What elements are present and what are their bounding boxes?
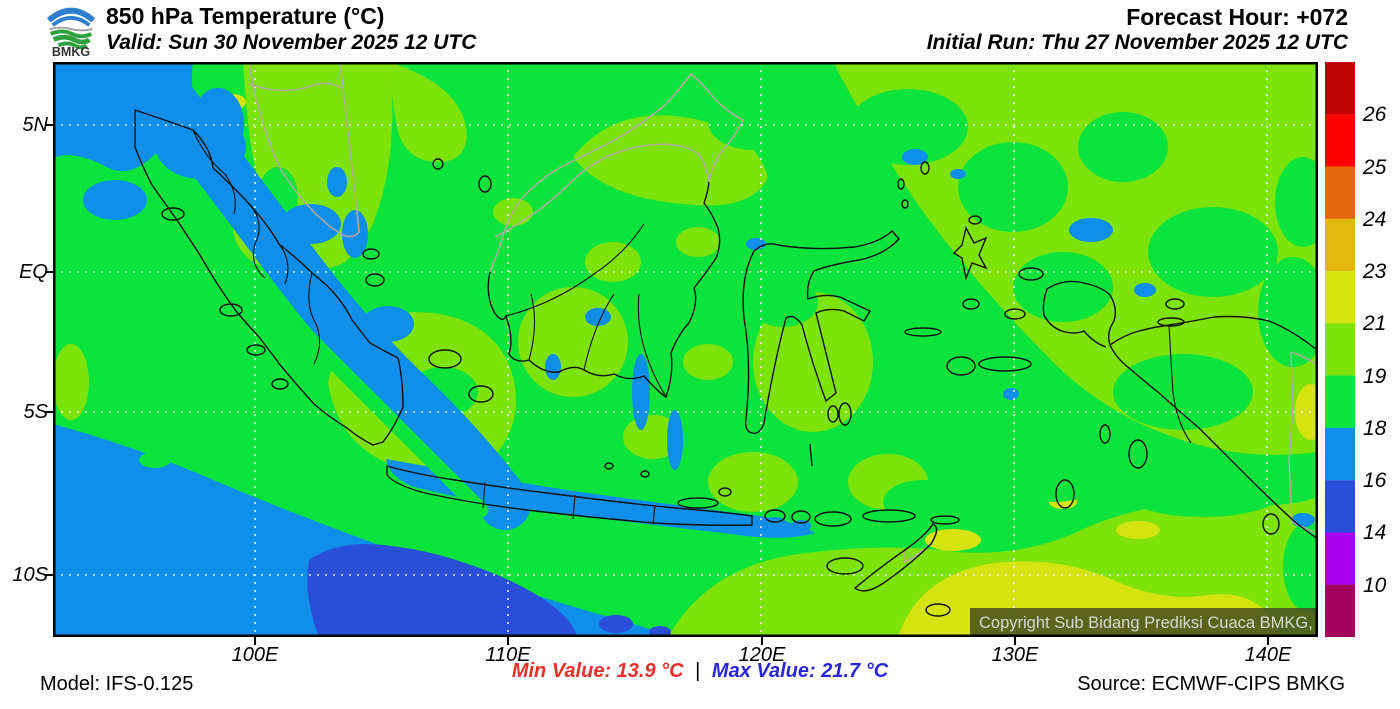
page-title: 850 hPa Temperature (°C) <box>106 3 385 29</box>
svg-text:23: 23 <box>1362 260 1387 283</box>
lon-tick <box>1014 637 1016 645</box>
temperature-map: Copyright Sub Bidang Prediksi Cuaca BMKG… <box>53 62 1318 637</box>
copyright-box: Copyright Sub Bidang Prediksi Cuaca BMKG… <box>970 608 1318 636</box>
field-darkblue-regions <box>307 544 671 637</box>
graticule <box>53 62 1318 637</box>
svg-text:21: 21 <box>1362 312 1386 335</box>
bmkg-logo: BMKG <box>42 2 100 57</box>
coastlines <box>134 109 1318 617</box>
lat-label-10s: 10S <box>12 564 48 586</box>
lon-label-110e: 110E <box>485 644 531 666</box>
colorbar-labels: 26 25 24 23 21 19 18 16 14 10 <box>1362 103 1387 597</box>
valid-time-label: Valid: Sun 30 November 2025 12 UTC <box>106 31 477 54</box>
bmkg-logo-text: BMKG <box>52 45 90 57</box>
source-label: Source: ECMWF-CIPS BMKG <box>1077 673 1345 695</box>
foreign-borders <box>248 62 1318 564</box>
lon-label-100e: 100E <box>231 644 279 666</box>
svg-text:24: 24 <box>1362 208 1386 231</box>
max-value-label: Max Value: 21.7 °C <box>711 660 889 682</box>
lon-label-140e: 140E <box>1244 644 1292 666</box>
svg-text:26: 26 <box>1362 103 1387 126</box>
lat-label-5s: 5S <box>23 401 48 423</box>
copyright-text: Copyright Sub Bidang Prediksi Cuaca BMKG… <box>979 614 1318 632</box>
lon-label-130e: 130E <box>991 644 1039 666</box>
svg-text:14: 14 <box>1363 521 1386 544</box>
initial-run-label: Initial Run: Thu 27 November 2025 12 UTC <box>926 31 1348 54</box>
lat-label-eq: EQ <box>19 261 48 283</box>
minmax-line: Min Value: 13.9 °C | Max Value: 21.7 °C <box>0 660 1400 683</box>
svg-text:16: 16 <box>1363 469 1387 492</box>
lat-tick <box>45 124 53 126</box>
lat-tick <box>45 411 53 413</box>
svg-text:10: 10 <box>1363 574 1387 597</box>
colorbar: 26 25 24 23 21 19 18 16 14 10 <box>1325 62 1400 638</box>
forecast-hour-label: Forecast Hour: +072 <box>1126 4 1348 30</box>
lon-tick <box>761 637 763 645</box>
lon-tick <box>507 637 509 645</box>
minmax-separator: | <box>695 660 701 682</box>
lon-tick <box>1267 637 1269 645</box>
lon-label-120e: 120E <box>738 644 786 666</box>
svg-text:19: 19 <box>1363 365 1387 388</box>
lat-tick <box>45 574 53 576</box>
field-green-blobs <box>258 89 1318 612</box>
map-frame <box>53 62 1318 637</box>
model-label: Model: IFS-0.125 <box>40 673 194 695</box>
colorbar-svg: 26 25 24 23 21 19 18 16 14 10 <box>1325 62 1387 637</box>
min-value-label: Min Value: 13.9 °C <box>511 660 684 682</box>
lat-label-5n: 5N <box>22 114 48 136</box>
svg-text:18: 18 <box>1363 417 1387 440</box>
lon-tick <box>254 637 256 645</box>
colorbar-segments <box>1325 62 1355 637</box>
temperature-map-svg: Copyright Sub Bidang Prediksi Cuaca BMKG… <box>53 62 1318 637</box>
svg-text:25: 25 <box>1362 156 1387 179</box>
lat-tick <box>45 271 53 273</box>
bmkg-logo-icon: BMKG <box>46 7 96 57</box>
